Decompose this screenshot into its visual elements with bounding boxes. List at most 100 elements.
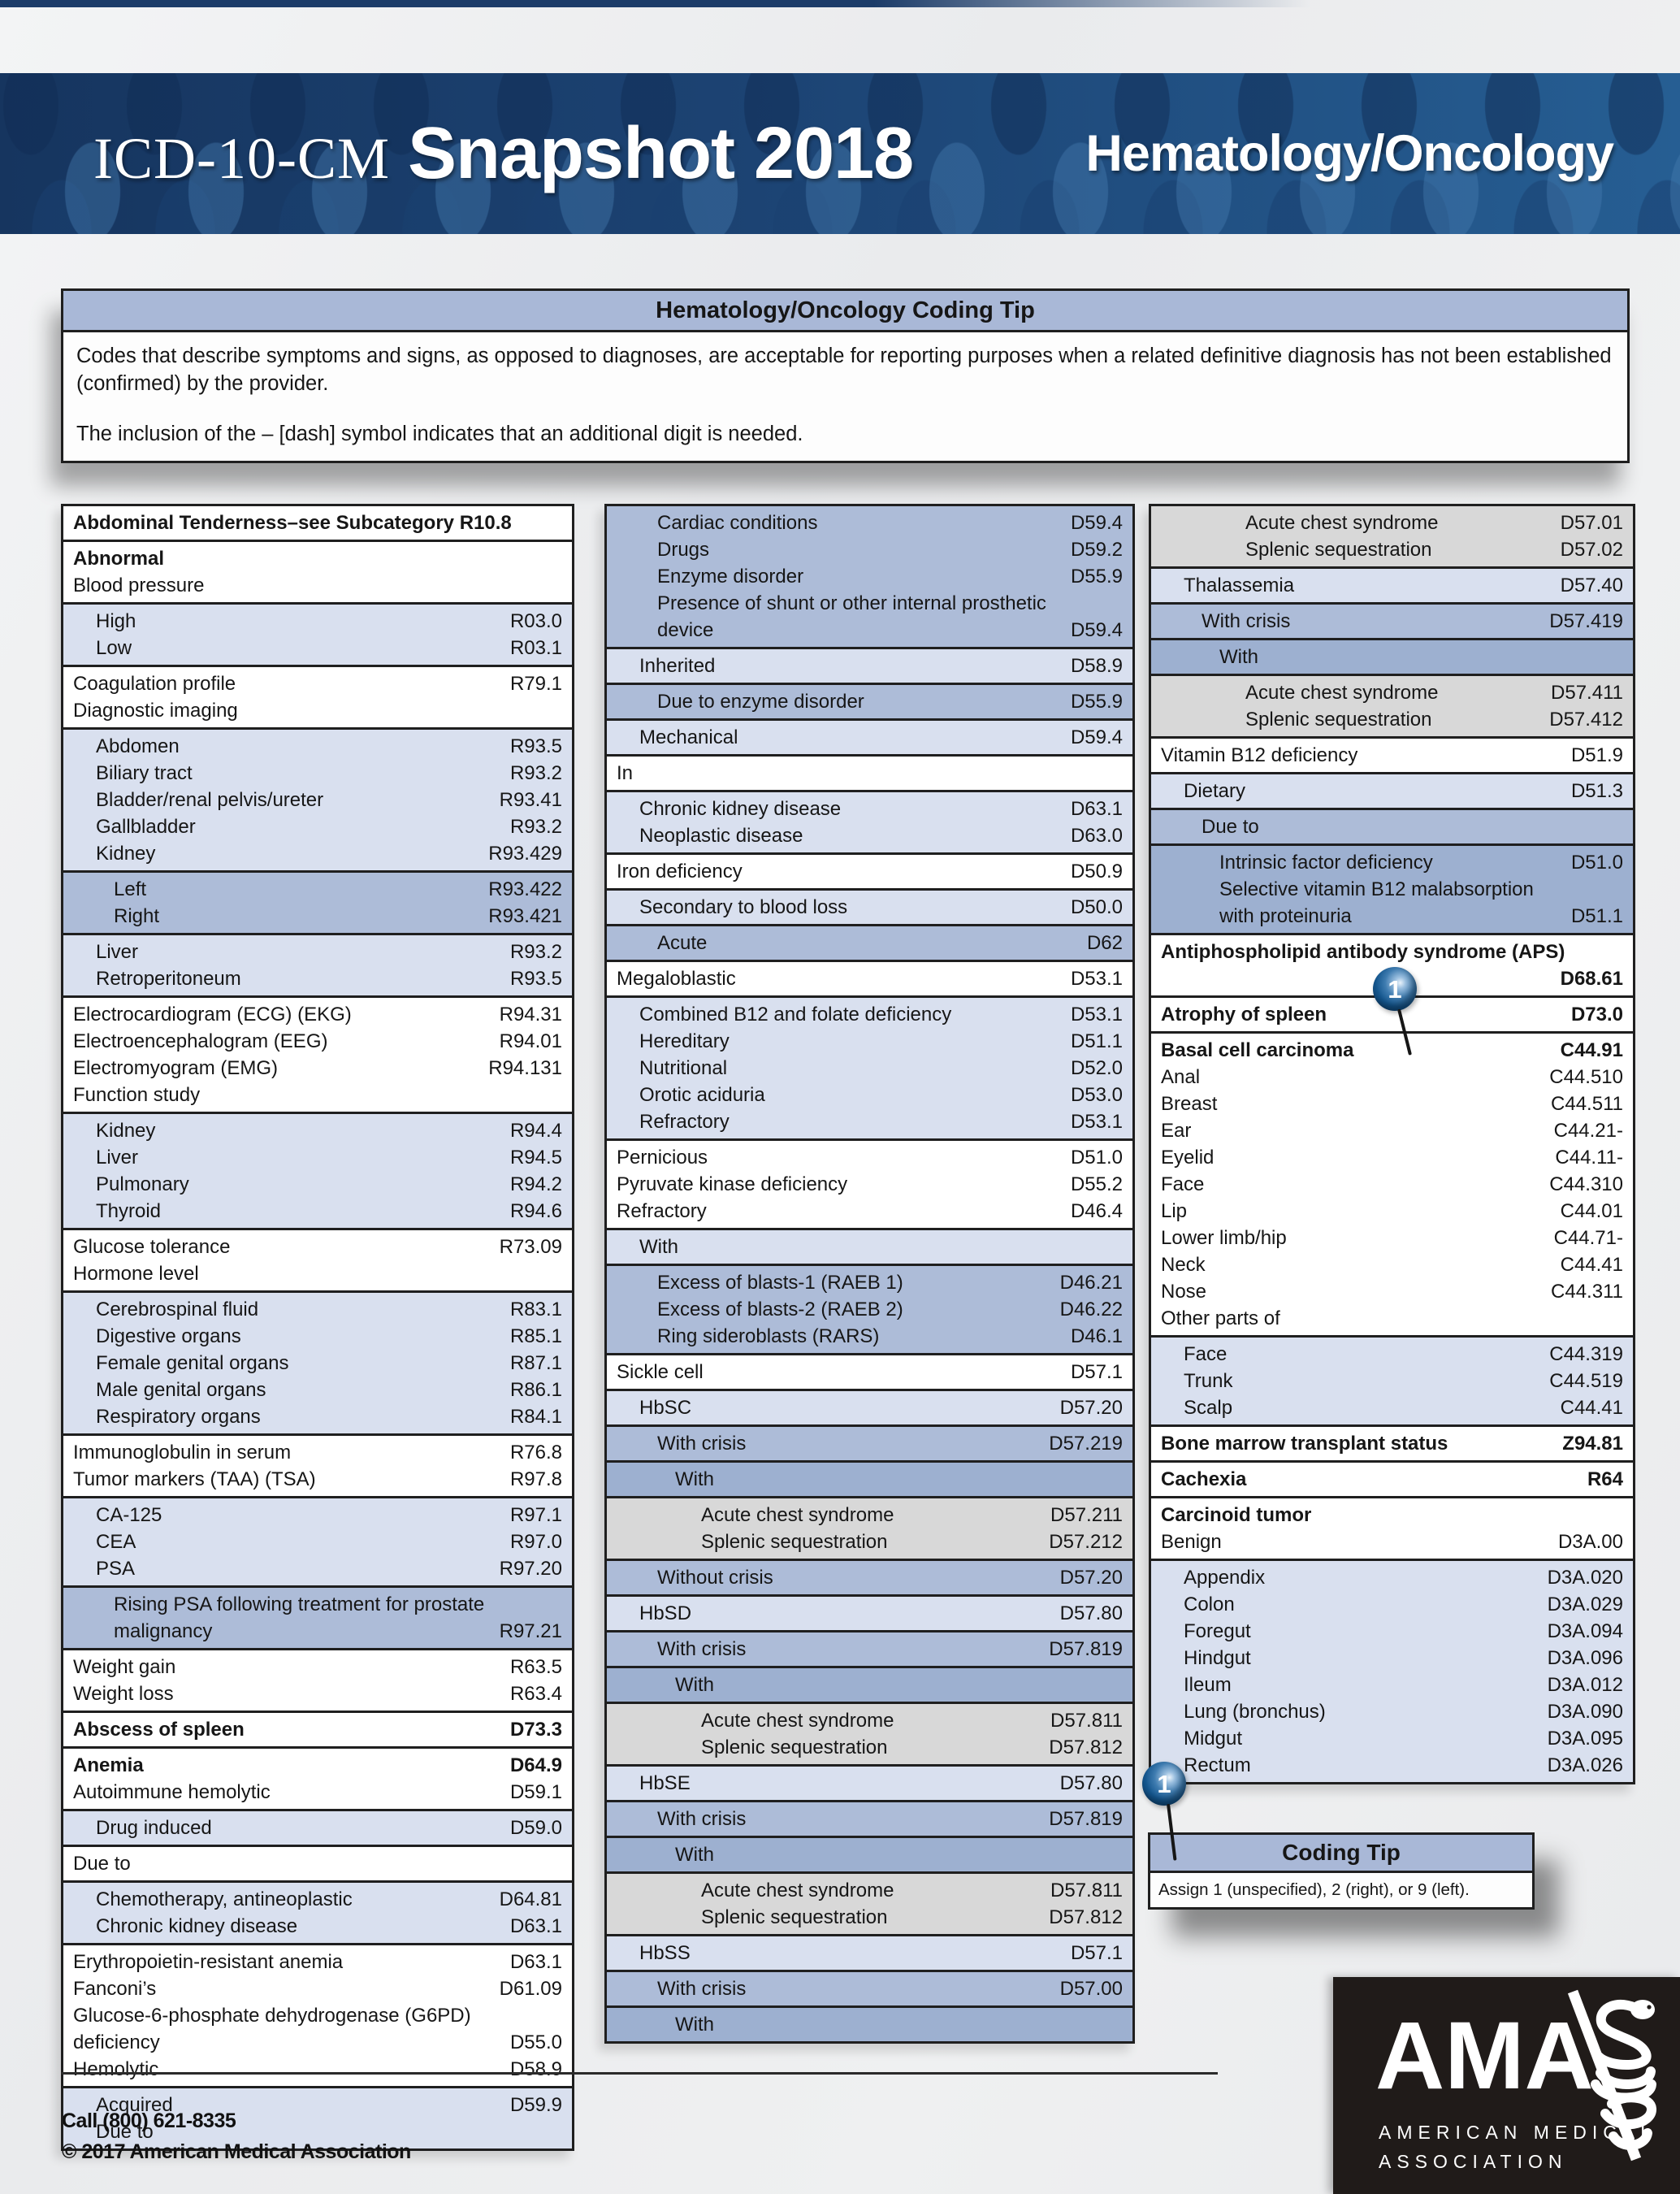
code-row: Sickle cell D57.1 xyxy=(607,1359,1132,1385)
coding-tip-body: Codes that describe symptoms and signs, … xyxy=(63,332,1627,461)
footer-phone: Call (800) 621-8335 xyxy=(62,2109,236,2132)
row-code: C44.01 xyxy=(1560,1200,1623,1222)
row-label: Chemotherapy, antineoplastic xyxy=(96,1888,353,1910)
code-row: Abdominal Tenderness–see Subcategory R10… xyxy=(63,509,572,536)
row-code: C44.519 xyxy=(1549,1370,1623,1392)
bottom-coding-tip-title: Coding Tip xyxy=(1150,1835,1532,1873)
row-label: Neck xyxy=(1161,1254,1206,1276)
row-code: R83.1 xyxy=(509,1299,562,1320)
row-label: Drug induced xyxy=(96,1817,212,1839)
code-row: With crisis D57.00 xyxy=(607,1975,1132,2002)
code-row: Inherited D58.9 xyxy=(607,653,1132,679)
row-code: C44.319 xyxy=(1549,1343,1623,1365)
code-group: Acute D62 xyxy=(607,924,1132,960)
code-row: Neoplastic disease D63.0 xyxy=(607,822,1132,849)
code-row: Orotic aciduria D53.0 xyxy=(607,1082,1132,1108)
row-code: D57.1 xyxy=(1070,1361,1123,1383)
row-label: Pulmonary xyxy=(96,1173,189,1195)
row-label: Liver xyxy=(96,941,139,963)
row-code: D55.9 xyxy=(1070,566,1123,588)
row-label: Acute chest syndrome xyxy=(1245,682,1439,704)
row-label: Weight loss xyxy=(73,1683,174,1705)
code-row: Abdomen R93.5 xyxy=(63,733,572,760)
row-code: R93.422 xyxy=(488,878,562,900)
code-row: Breast C44.511 xyxy=(1151,1090,1633,1117)
code-group: With crisis D57.00 xyxy=(607,1970,1132,2005)
code-group: Inherited D58.9 xyxy=(607,647,1132,683)
row-label: Mechanical xyxy=(639,726,738,748)
code-row: Hereditary D51.1 xyxy=(607,1028,1132,1055)
code-row: Glucose tolerance R73.09 xyxy=(63,1234,572,1260)
row-label: Splenic sequestration xyxy=(1245,709,1432,731)
row-label: Kidney xyxy=(96,843,156,865)
code-group: HbSE D57.80 xyxy=(607,1764,1132,1800)
row-code: R76.8 xyxy=(509,1442,562,1463)
code-table-column-3: Acute chest syndrome D57.01 Splenic seques… xyxy=(1149,504,1635,1784)
row-label: Acute chest syndrome xyxy=(701,1710,894,1732)
row-code: R97.0 xyxy=(509,1531,562,1553)
code-group: Iron deficiency D50.9 xyxy=(607,852,1132,888)
code-group: Acute chest syndrome D57.811 Splenic seque… xyxy=(607,1871,1132,1934)
row-label: Face xyxy=(1161,1173,1205,1195)
code-row: Immunoglobulin in serum R76.8 xyxy=(63,1439,572,1466)
coding-tip-paragraph: The inclusion of the – [dash] symbol ind… xyxy=(76,423,803,445)
code-row: Eyelid C44.11- xyxy=(1151,1144,1633,1171)
row-label: Cardiac conditions xyxy=(657,512,818,534)
code-row: Trunk C44.519 xyxy=(1151,1368,1633,1394)
code-row: HbSC D57.20 xyxy=(607,1394,1132,1421)
row-label: Right xyxy=(114,905,160,927)
row-code: R73.09 xyxy=(499,1236,562,1258)
code-table-column-1: Abdominal Tenderness–see Subcategory R10… xyxy=(61,504,574,2151)
code-row: With crisis D57.819 xyxy=(607,1806,1132,1832)
code-group: Kidney R94.4 Liver R94.5 Pulmonary R94.2 Thyro… xyxy=(63,1112,572,1228)
row-label: Vitamin B12 deficiency xyxy=(1161,744,1358,766)
ama-logo-line2: ASSOCIATION xyxy=(1379,2151,1568,2172)
code-row: Lip C44.01 xyxy=(1151,1198,1633,1225)
row-label: Fanconi’s xyxy=(73,1978,157,2000)
code-row: Vitamin B12 deficiency D51.9 xyxy=(1151,742,1633,769)
row-label: Benign xyxy=(1161,1531,1222,1553)
code-row: Splenic sequestration D57.812 xyxy=(607,1734,1132,1761)
row-code: D62 xyxy=(1086,932,1123,954)
code-group: Vitamin B12 deficiency D51.9 xyxy=(1151,736,1633,772)
row-label: Thyroid xyxy=(96,1200,162,1222)
code-group: Without crisis D57.20 xyxy=(607,1559,1132,1594)
code-row: Splenic sequestration D57.02 xyxy=(1151,536,1633,563)
code-row: High R03.0 xyxy=(63,608,572,635)
code-row: With xyxy=(607,1234,1132,1260)
code-row: Left R93.422 xyxy=(63,876,572,903)
code-row: Presence of shunt or other internal pros… xyxy=(607,590,1132,644)
code-group: Rising PSA following treatment for prost… xyxy=(63,1585,572,1648)
row-code: D57.40 xyxy=(1560,575,1623,596)
row-label: Refractory xyxy=(639,1111,730,1133)
row-label: Selective vitamin B12 malabsorption with… xyxy=(1219,878,1534,927)
code-row: Secondary to blood loss D50.0 xyxy=(607,894,1132,921)
code-group: With xyxy=(607,1460,1132,1496)
row-label: Enzyme disorder xyxy=(657,566,804,588)
row-code: D51.1 xyxy=(1070,1030,1123,1052)
code-row: Without crisis D57.20 xyxy=(607,1564,1132,1591)
code-row: Pernicious D51.0 xyxy=(607,1144,1132,1171)
row-code: D53.1 xyxy=(1070,968,1123,990)
code-group: Erythropoietin-resistant anemia D63.1 Fanc… xyxy=(63,1943,572,2086)
row-code: D57.419 xyxy=(1549,610,1623,632)
row-label: Chronic kidney disease xyxy=(96,1915,298,1937)
row-label: Dietary xyxy=(1184,780,1246,802)
row-label: With xyxy=(639,1236,678,1258)
row-label: Immunoglobulin in serum xyxy=(73,1442,292,1463)
row-label: Erythropoietin-resistant anemia xyxy=(73,1951,344,1973)
row-label: With xyxy=(675,1674,714,1696)
code-group: With xyxy=(607,2005,1132,2041)
pin-number: 1 xyxy=(1157,1769,1171,1798)
code-row: Male genital organs R86.1 xyxy=(63,1377,572,1403)
code-row: Appendix D3A.020 xyxy=(1151,1564,1633,1591)
row-code: R93.2 xyxy=(509,941,562,963)
row-code: R03.0 xyxy=(509,610,562,632)
code-row: Autoimmune hemolytic D59.1 xyxy=(63,1779,572,1806)
code-group: Intrinsic factor deficiency D51.0 Selectiv… xyxy=(1151,843,1633,933)
row-label: Without crisis xyxy=(657,1567,773,1589)
row-code: D57.812 xyxy=(1049,1737,1123,1758)
row-code: D52.0 xyxy=(1070,1057,1123,1079)
row-code: D57.811 xyxy=(1050,1880,1123,1901)
code-row: Colon D3A.029 xyxy=(1151,1591,1633,1618)
